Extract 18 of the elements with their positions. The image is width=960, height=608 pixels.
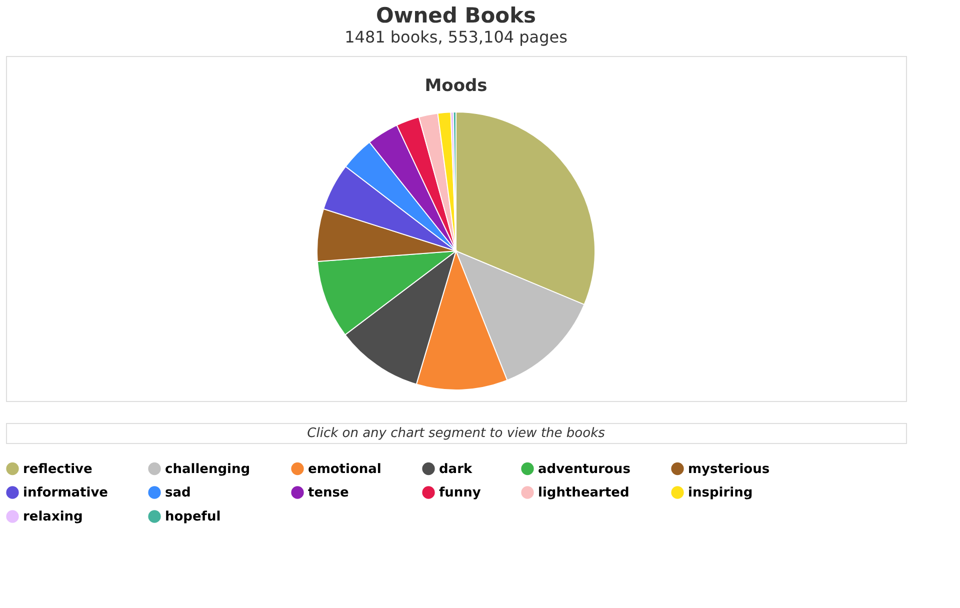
chart-subtitle: 1481 books, 553,104 pages — [344, 28, 568, 46]
legend-label: tense — [308, 486, 350, 500]
legend-label: hopeful — [165, 510, 221, 524]
legend-label: reflective — [23, 462, 93, 477]
legend-label: informative — [23, 486, 108, 500]
legend-label: mysterious — [688, 462, 770, 477]
legend-label: funny — [439, 486, 482, 500]
legend-label: emotional — [308, 462, 382, 477]
text: Moods — [424, 76, 488, 96]
legend-label: dark — [439, 462, 472, 477]
legend-label: sad — [165, 486, 191, 500]
text: Click on any chart segment to view the books — [307, 426, 606, 441]
legend-label: lighthearted — [538, 486, 630, 500]
legend-label: adventurous — [538, 462, 631, 477]
legend-label: challenging — [165, 462, 250, 477]
legend-label: inspiring — [688, 486, 753, 500]
chart-title: Owned Books — [376, 4, 536, 28]
legend-label: relaxing — [23, 510, 83, 524]
